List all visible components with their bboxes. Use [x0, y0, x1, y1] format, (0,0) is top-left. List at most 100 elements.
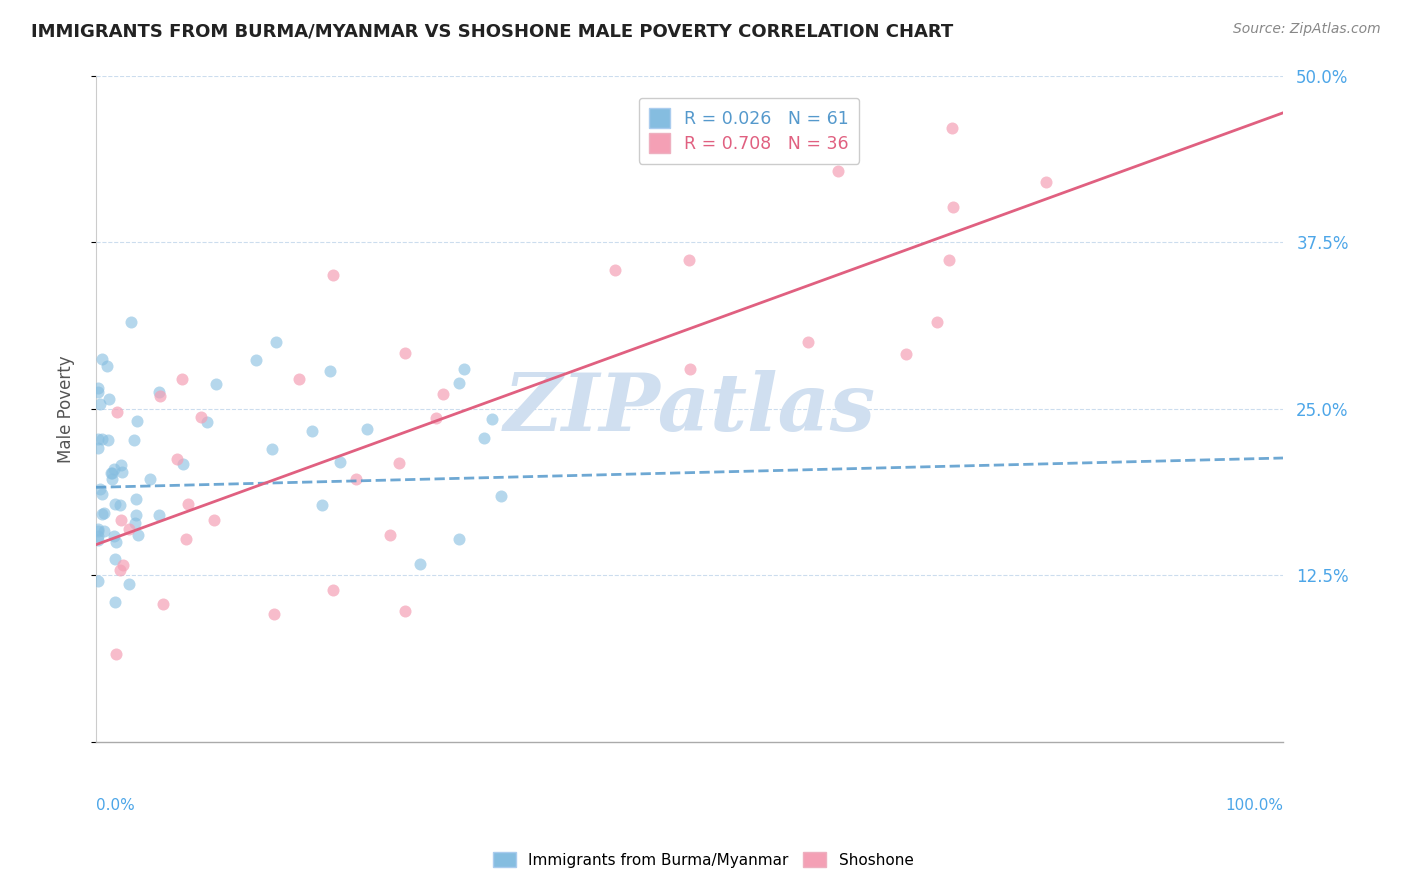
Point — [124, 516, 146, 531]
Point — [90, 432, 112, 446]
Point — [101, 466, 124, 480]
Point — [170, 372, 193, 386]
Point — [103, 529, 125, 543]
Point — [152, 597, 174, 611]
Point — [87, 529, 110, 543]
Text: Source: ZipAtlas.com: Source: ZipAtlas.com — [1233, 22, 1381, 37]
Point — [176, 533, 198, 547]
Point — [104, 647, 127, 661]
Point — [97, 433, 120, 447]
Point — [394, 346, 416, 360]
Point — [87, 533, 110, 548]
Point — [288, 371, 311, 385]
Legend: R = 0.026   N = 61, R = 0.708   N = 36: R = 0.026 N = 61, R = 0.708 N = 36 — [638, 97, 859, 163]
Point — [678, 361, 700, 376]
Point — [678, 252, 700, 267]
Point — [120, 315, 142, 329]
Point — [93, 506, 115, 520]
Point — [149, 389, 172, 403]
Point — [127, 414, 149, 428]
Point — [1035, 175, 1057, 189]
Point — [329, 455, 352, 469]
Point — [941, 121, 963, 136]
Point — [322, 583, 344, 598]
Point — [172, 457, 194, 471]
Point — [139, 472, 162, 486]
Point — [110, 563, 132, 577]
Text: ZIPatlas: ZIPatlas — [503, 370, 876, 448]
Point — [453, 362, 475, 376]
Text: 0.0%: 0.0% — [96, 797, 135, 813]
Point — [101, 472, 124, 486]
Point — [425, 411, 447, 425]
Point — [87, 432, 110, 446]
Point — [110, 458, 132, 472]
Point — [124, 433, 146, 447]
Point — [87, 522, 110, 536]
Point — [177, 498, 200, 512]
Point — [449, 532, 471, 546]
Point — [104, 497, 127, 511]
Point — [148, 384, 170, 399]
Point — [90, 352, 112, 367]
Point — [205, 377, 228, 392]
Point — [97, 392, 120, 406]
Point — [195, 415, 218, 429]
Point — [190, 410, 212, 425]
Point — [263, 607, 285, 621]
Point — [447, 376, 470, 391]
Point — [491, 489, 513, 503]
Point — [127, 528, 149, 542]
Point — [117, 577, 139, 591]
Point — [104, 552, 127, 566]
Point — [245, 352, 267, 367]
Point — [107, 405, 129, 419]
Point — [148, 508, 170, 522]
Point — [111, 465, 134, 479]
Y-axis label: Male Poverty: Male Poverty — [58, 355, 75, 463]
Point — [472, 431, 495, 445]
Point — [103, 595, 125, 609]
Point — [260, 442, 283, 457]
Point — [87, 524, 110, 538]
Point — [91, 487, 114, 501]
Point — [827, 164, 849, 178]
Point — [110, 513, 132, 527]
Point — [409, 557, 432, 571]
Point — [87, 381, 110, 395]
Point — [356, 422, 378, 436]
Point — [93, 524, 115, 538]
Point — [322, 268, 344, 283]
Point — [202, 513, 225, 527]
Point — [111, 558, 134, 572]
Point — [110, 498, 132, 512]
Point — [394, 604, 416, 618]
Point — [318, 364, 340, 378]
Point — [925, 315, 948, 329]
Point — [896, 346, 918, 360]
Point — [100, 466, 122, 480]
Point — [91, 507, 114, 521]
Point — [87, 574, 110, 588]
Point — [89, 482, 111, 496]
Point — [938, 253, 960, 268]
Point — [87, 385, 110, 400]
Point — [388, 456, 411, 470]
Legend: Immigrants from Burma/Myanmar, Shoshone: Immigrants from Burma/Myanmar, Shoshone — [486, 846, 920, 873]
Point — [103, 462, 125, 476]
Point — [125, 492, 148, 507]
Point — [797, 334, 820, 349]
Point — [96, 359, 118, 374]
Point — [344, 472, 367, 486]
Point — [87, 441, 110, 455]
Point — [166, 451, 188, 466]
Text: IMMIGRANTS FROM BURMA/MYANMAR VS SHOSHONE MALE POVERTY CORRELATION CHART: IMMIGRANTS FROM BURMA/MYANMAR VS SHOSHON… — [31, 22, 953, 40]
Point — [605, 263, 627, 277]
Point — [432, 387, 454, 401]
Point — [942, 200, 965, 214]
Text: 100.0%: 100.0% — [1225, 797, 1284, 813]
Point — [264, 335, 287, 350]
Point — [311, 499, 333, 513]
Point — [89, 397, 111, 411]
Point — [117, 522, 139, 536]
